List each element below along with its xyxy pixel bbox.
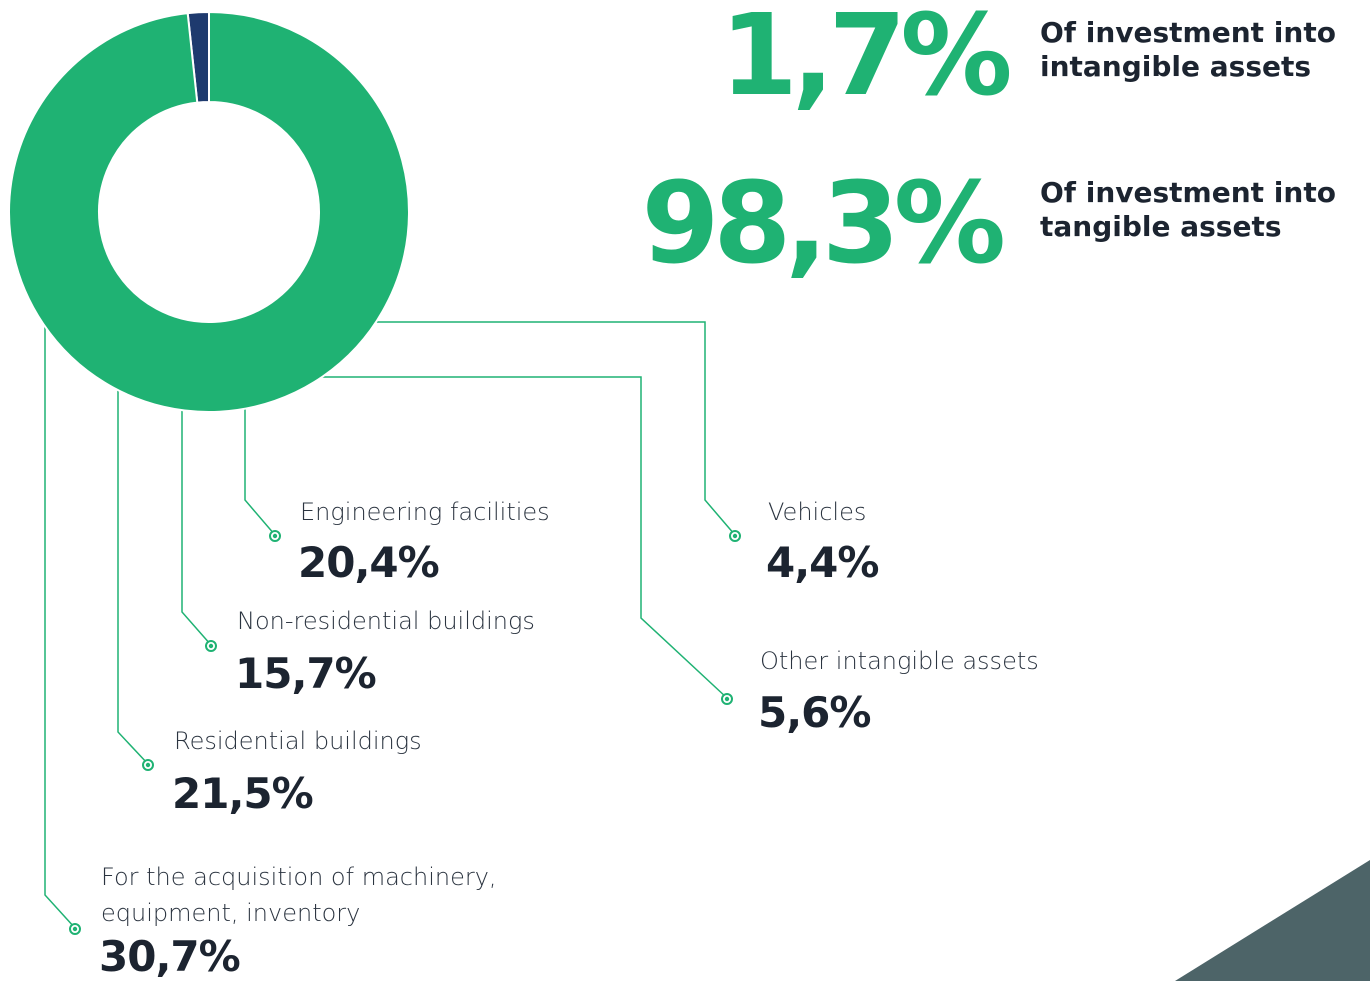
dot (208, 643, 214, 649)
big-caption: Of investment into tangible assets (1040, 176, 1336, 243)
item-label: For the acquisition of machinery, equipm… (101, 863, 497, 927)
dot (724, 696, 730, 702)
item-value: 20,4% (298, 538, 440, 587)
connector (181, 405, 212, 646)
dot (272, 533, 278, 539)
donut (8, 10, 410, 413)
connector (44, 320, 76, 929)
connector (244, 405, 276, 536)
big-value: 98,3% (641, 159, 1006, 289)
item-value: 5,6% (758, 688, 871, 737)
connector (370, 321, 736, 536)
item-label: Other intangible assets (760, 647, 1039, 675)
connectors (44, 320, 736, 929)
item-label: Non-residential buildings (237, 607, 535, 635)
dot (732, 533, 738, 539)
item-label: Engineering facilities (300, 498, 550, 526)
big-value: 1,7% (720, 0, 1013, 121)
big-caption: Of investment into intangible assets (1040, 16, 1336, 83)
decor-image (1175, 860, 1370, 981)
item-label: Vehicles (768, 498, 867, 526)
item-value: 21,5% (172, 769, 314, 818)
dot (72, 926, 78, 932)
dots (69, 530, 741, 935)
item-value: 15,7% (235, 649, 377, 698)
dot-centers (72, 533, 738, 932)
item-label: Residential buildings (174, 727, 422, 755)
dot (145, 762, 151, 768)
donut-slice (8, 10, 410, 413)
item-value: 4,4% (766, 538, 879, 587)
connector (117, 385, 149, 765)
item-value: 30,7% (99, 932, 241, 981)
connector (320, 376, 728, 699)
